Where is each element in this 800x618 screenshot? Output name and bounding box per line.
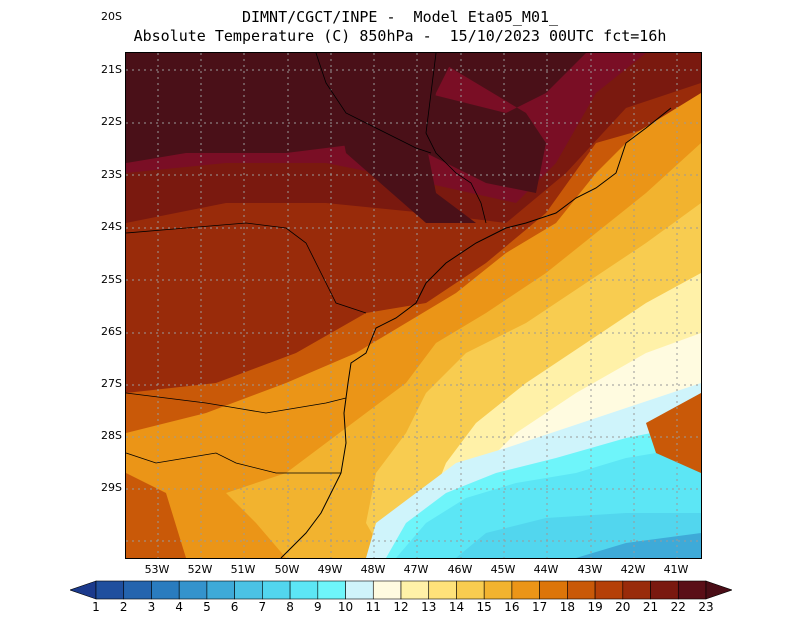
lat-label-27s: 27S	[101, 377, 122, 390]
colorbar-box	[372, 580, 402, 600]
lon-label-46w: 46W	[447, 563, 473, 576]
field-warm-east	[646, 393, 701, 473]
lon-label-48w: 48W	[360, 563, 386, 576]
lon-label-45w: 45W	[490, 563, 516, 576]
colorbar-label: 2	[119, 600, 128, 614]
colorbar-box	[567, 580, 596, 600]
colorbar-box	[594, 580, 624, 600]
colorbar-box	[289, 580, 319, 600]
colorbar-label: 19	[587, 600, 603, 614]
colorbar-label: 10	[337, 600, 354, 614]
lon-label-52w: 52W	[187, 563, 213, 576]
colorbar-label: 23	[698, 600, 714, 614]
colorbar-label: 17	[531, 600, 548, 614]
lon-label-51w: 51W	[230, 563, 256, 576]
map-title-line1: DIMNT/CGCT/INPE - Model Eta05_M01_	[241, 8, 559, 26]
lat-label-23s: 23S	[101, 168, 122, 181]
field-maroon-mid	[326, 53, 476, 223]
colorbar-box	[428, 580, 457, 600]
colorbar-label: 5	[203, 600, 211, 614]
colorbar-label: 12	[393, 600, 409, 614]
colorbar	[70, 580, 732, 600]
state-borders	[126, 53, 487, 474]
colorbar-box	[456, 580, 485, 600]
lon-label-44w: 44W	[533, 563, 559, 576]
lon-label-53w: 53W	[144, 563, 170, 576]
colorbar-label: 3	[147, 600, 156, 614]
colorbar-label: 13	[421, 600, 437, 614]
field-maroon	[126, 53, 586, 193]
colorbar-box	[178, 580, 208, 600]
lat-label-29s: 29S	[101, 481, 122, 494]
colorbar-box	[345, 580, 374, 600]
colorbar-label: 9	[313, 600, 322, 614]
lat-label-20s: 20S	[101, 10, 122, 23]
colorbar-box	[539, 580, 568, 600]
colorbar-label: 18	[559, 600, 575, 614]
colorbar-box	[123, 580, 152, 600]
colorbar-label: 20	[615, 600, 631, 614]
map-title-line2: Absolute Temperature (C) 850hPa - 15/10/…	[133, 27, 667, 45]
lat-label-24s: 24S	[101, 220, 122, 233]
field-maroon-west	[126, 53, 366, 163]
lon-label-41w: 41W	[663, 563, 689, 576]
field-amber-band	[226, 143, 701, 558]
colorbar-label: 22	[670, 600, 686, 614]
colorbar-box	[262, 580, 291, 600]
lon-label-42w: 42W	[620, 563, 646, 576]
colorbar-label: 1	[92, 600, 100, 614]
lat-label-28s: 28S	[101, 429, 122, 442]
temperature-map	[125, 52, 702, 559]
colorbar-box	[317, 580, 346, 600]
lat-label-26s: 26S	[101, 325, 122, 338]
lon-label-47w: 47W	[403, 563, 429, 576]
colorbar-box	[234, 580, 263, 600]
colorbar-box	[206, 580, 235, 600]
colorbar-label: 21	[642, 600, 659, 614]
colorbar-label: 15	[476, 600, 492, 614]
lat-label-21s: 21S	[101, 63, 122, 76]
colorbar-label: 6	[230, 600, 239, 614]
colorbar-box	[483, 580, 513, 600]
colorbar-label: 16	[504, 600, 520, 614]
colorbar-box	[511, 580, 540, 600]
lon-label-49w: 49W	[317, 563, 343, 576]
colorbar-box	[677, 580, 707, 600]
colorbar-box	[151, 580, 180, 600]
lat-label-25s: 25S	[101, 273, 122, 286]
lon-label-43w: 43W	[577, 563, 603, 576]
field-orange-band	[126, 93, 701, 558]
graticule	[126, 53, 701, 558]
colorbar-box	[650, 580, 679, 600]
lon-label-50w: 50W	[274, 563, 300, 576]
colorbar-label: 14	[448, 600, 465, 614]
coastline	[280, 107, 672, 558]
field-blue-corner	[576, 533, 701, 558]
colorbar-box	[95, 580, 125, 600]
colorbar-box	[400, 580, 430, 600]
colorbar-label: 4	[175, 600, 183, 614]
lat-label-22s: 22S	[101, 115, 122, 128]
colorbar-label: 11	[365, 600, 381, 614]
colorbar-under-triangle	[70, 580, 97, 600]
colorbar-box	[622, 580, 651, 600]
colorbar-over-triangle	[705, 580, 732, 600]
colorbar-label: 7	[258, 600, 267, 614]
colorbar-label: 8	[286, 600, 294, 614]
